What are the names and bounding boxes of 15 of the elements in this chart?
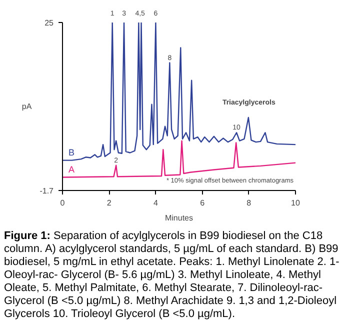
x-axis-title: Minutes xyxy=(164,214,194,222)
x-tick-label: 2 xyxy=(106,198,112,208)
series-label: B xyxy=(68,147,75,158)
series-label: A xyxy=(68,164,75,174)
y-tick-label: 25 xyxy=(44,18,54,28)
line-series xyxy=(62,140,296,178)
x-tick-label: 4 xyxy=(153,198,158,208)
x-tick-label: 0 xyxy=(60,198,66,208)
x-tick-label: 6 xyxy=(200,198,206,208)
y-tick-label: -1.7 xyxy=(40,186,54,196)
y-axis-title: pA xyxy=(22,102,32,111)
caption: Figure 1: Separation of acylglycerols in B99 biodiesel on the C18 column. A) acylglycerol standards, 5 µg/mL of each standard. B) B99 biodiesel, 5 mg/mL in ethyl acetate. Peaks: 1. Methyl Linolenate 2. 1-Oleoyl-rac- Glycerol (B- 5.6 µg/mL) 3. Methyl Linoleate, 4. Methyl Oleate, 5. Methyl Palmitate, 6. Methyl Stearate, 7. Dilinoleoyl-rac-Glycerol (B <5.0 µg/mL) 8. Methyl Arachidate 9. 1,3 and 1,2-Dioleoyl Glycerols 10. Trioleoyl Glycerol (B <5.0 µg/mL). xyxy=(4,230,340,321)
x-tick-label: 10 xyxy=(291,198,300,208)
line-series xyxy=(62,22,296,161)
x-tick-label: 8 xyxy=(246,198,252,208)
